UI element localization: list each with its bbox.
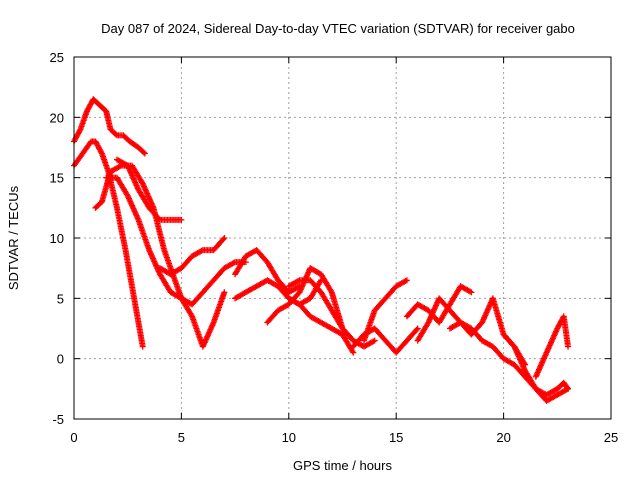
data-point — [403, 277, 410, 284]
y-tick-label: 10 — [50, 231, 64, 246]
data-point — [467, 288, 474, 295]
data-marks — [71, 96, 572, 404]
data-point — [198, 247, 205, 254]
series-track-11 — [285, 295, 357, 356]
data-point — [350, 349, 357, 356]
series-track-4 — [113, 156, 185, 223]
series-track-19 — [532, 313, 572, 380]
data-point — [402, 277, 409, 284]
series-track-3 — [92, 162, 228, 350]
data-point — [414, 325, 421, 332]
y-tick-label: -5 — [52, 412, 64, 427]
data-point — [116, 163, 123, 170]
data-point — [76, 127, 83, 134]
series-track-13 — [350, 325, 421, 356]
data-point — [413, 326, 420, 333]
data-point — [141, 150, 148, 157]
x-tick-label: 20 — [496, 430, 510, 445]
data-point — [230, 259, 237, 266]
data-point — [371, 337, 378, 344]
data-point — [564, 384, 571, 391]
x-tick-label: 5 — [178, 430, 185, 445]
series-track-5 — [156, 235, 228, 278]
data-point — [370, 338, 377, 345]
data-point — [468, 289, 475, 296]
y-axis-label: SDTVAR / TECUs — [6, 185, 21, 290]
y-tick-label: 20 — [50, 110, 64, 125]
plot-border — [73, 56, 612, 420]
y-tick-label: 0 — [57, 352, 64, 367]
grid-lines — [74, 57, 611, 419]
x-tick-label: 25 — [604, 430, 618, 445]
y-tick-label: 15 — [50, 171, 64, 186]
y-tick-label: 25 — [50, 50, 64, 65]
data-point — [140, 149, 147, 156]
chart-title: Day 087 of 2024, Sidereal Day-to-day VTE… — [101, 21, 575, 36]
series-track-1 — [71, 96, 148, 157]
data-point — [220, 236, 227, 243]
x-tick-label: 0 — [70, 430, 77, 445]
y-tick-label: 5 — [57, 291, 64, 306]
data-point — [139, 343, 146, 350]
data-point — [221, 235, 228, 241]
data-point — [221, 289, 228, 296]
series-track-18 — [500, 331, 572, 398]
x-tick-label: 15 — [389, 430, 403, 445]
x-tick-label: 10 — [282, 430, 296, 445]
data-point — [295, 277, 302, 284]
data-point — [565, 385, 572, 392]
data-point — [112, 131, 119, 138]
series-track-7 — [232, 247, 303, 296]
data-point — [98, 149, 105, 156]
x-axis-label: GPS time / hours — [293, 458, 392, 473]
data-point — [565, 343, 572, 350]
data-point — [178, 216, 185, 223]
